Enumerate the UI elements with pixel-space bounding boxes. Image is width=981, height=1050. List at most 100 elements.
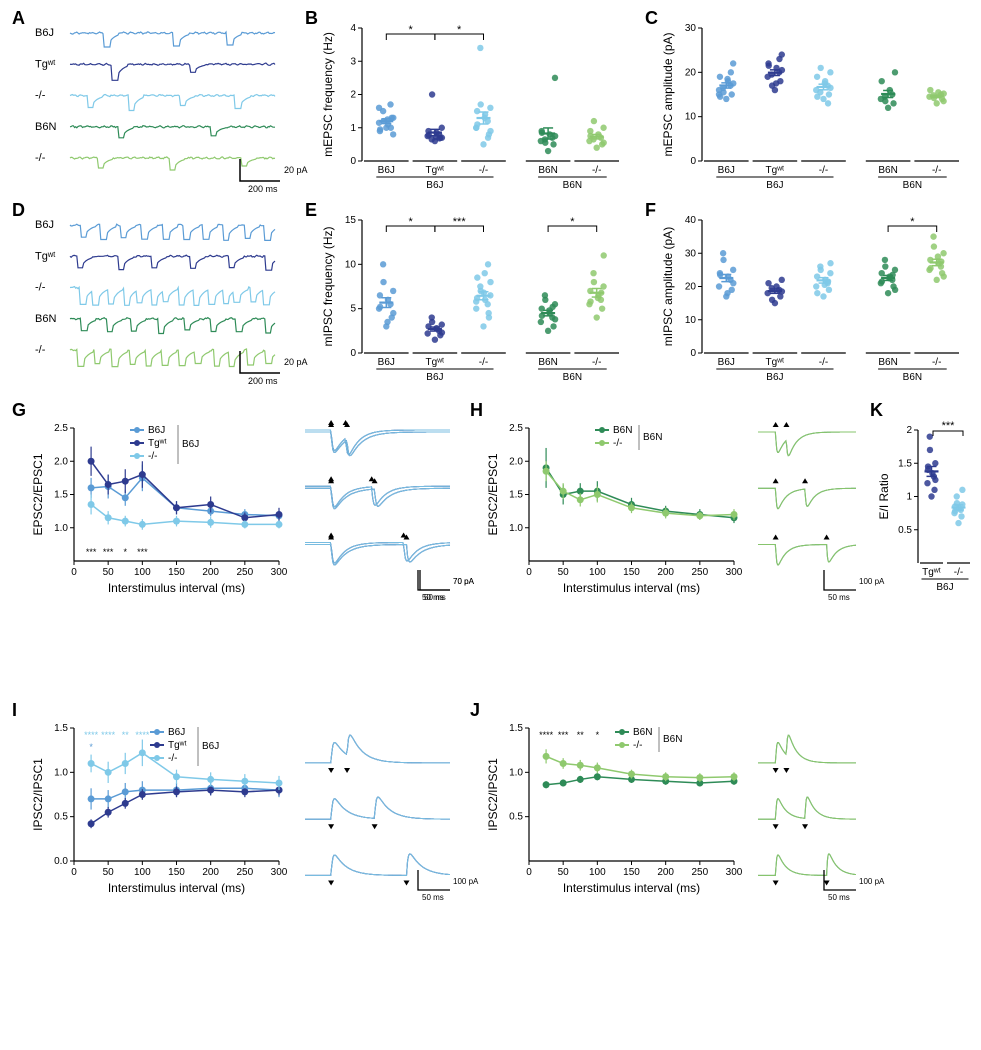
svg-text:150: 150 [168,867,185,878]
svg-text:**: ** [122,730,130,740]
svg-text:IPSC2/IPSC1: IPSC2/IPSC1 [486,758,500,831]
svg-text:2.5: 2.5 [54,423,68,434]
svg-text:0.5: 0.5 [898,525,912,536]
svg-text:***: *** [558,730,569,740]
svg-text:1.5: 1.5 [54,490,68,501]
svg-text:30: 30 [685,23,697,34]
svg-text:-/-: -/- [932,357,941,368]
svg-text:50 ms: 50 ms [422,893,444,902]
svg-text:B6N: B6N [35,313,56,325]
svg-text:EPSC2/EPSC1: EPSC2/EPSC1 [31,453,45,535]
svg-text:0.5: 0.5 [509,812,523,823]
svg-text:B6J: B6J [426,372,443,383]
svg-text:B6J: B6J [35,27,54,39]
svg-text:2.0: 2.0 [509,456,523,467]
svg-text:****: **** [539,730,554,740]
svg-text:50 ms: 50 ms [828,593,850,602]
svg-text:50: 50 [103,567,115,578]
svg-text:1.0: 1.0 [509,767,523,778]
svg-text:0.5: 0.5 [54,812,68,823]
svg-text:100: 100 [589,867,606,878]
svg-text:*: * [910,216,915,228]
svg-text:300: 300 [271,867,288,878]
svg-text:0: 0 [71,567,77,578]
svg-text:20: 20 [685,67,697,78]
svg-text:1.5: 1.5 [509,723,523,734]
svg-text:IPSC2/IPSC1: IPSC2/IPSC1 [31,758,45,831]
svg-text:mIPSC amplitude (pA): mIPSC amplitude (pA) [661,227,675,346]
svg-text:2: 2 [350,90,356,101]
svg-text:10: 10 [345,259,357,270]
svg-text:*: * [570,216,575,228]
svg-text:150: 150 [623,867,640,878]
svg-text:*: * [596,730,600,740]
svg-text:B6N: B6N [643,432,662,443]
svg-text:-/-: -/- [592,165,601,176]
svg-text:1.0: 1.0 [509,523,523,534]
svg-text:20 pA: 20 pA [284,357,308,367]
svg-text:Tgʷᵗ: Tgʷᵗ [148,438,167,449]
svg-text:0: 0 [350,156,356,167]
svg-text:50 ms: 50 ms [422,593,444,602]
svg-text:Tgʷᵗ: Tgʷᵗ [426,357,445,368]
svg-text:-/-: -/- [35,90,46,102]
svg-text:-/-: -/- [613,438,622,449]
svg-text:B6N: B6N [35,121,56,133]
svg-text:200: 200 [657,567,674,578]
svg-text:B6N: B6N [903,180,922,191]
svg-text:200: 200 [657,867,674,878]
svg-text:Tgʷᵗ: Tgʷᵗ [766,357,785,368]
svg-text:250: 250 [236,867,253,878]
svg-text:40: 40 [685,215,697,226]
svg-text:***: *** [137,547,148,557]
svg-text:250: 250 [691,867,708,878]
svg-text:B6J: B6J [182,439,199,450]
svg-text:250: 250 [236,567,253,578]
svg-text:B6J: B6J [426,180,443,191]
svg-text:Interstimulus interval (ms): Interstimulus interval (ms) [108,881,245,895]
svg-text:50: 50 [558,567,570,578]
svg-text:0: 0 [526,567,532,578]
svg-text:1: 1 [350,123,356,134]
svg-text:0: 0 [690,156,696,167]
svg-text:-/-: -/- [35,344,46,356]
svg-text:B6N: B6N [903,372,922,383]
svg-text:B6J: B6J [718,165,735,176]
svg-text:100: 100 [134,867,151,878]
svg-text:-/-: -/- [932,165,941,176]
svg-text:B6N: B6N [538,165,557,176]
svg-text:20: 20 [685,282,697,293]
svg-text:5: 5 [350,304,356,315]
svg-text:Interstimulus interval (ms): Interstimulus interval (ms) [563,881,700,895]
svg-text:B6J: B6J [378,165,395,176]
svg-text:50: 50 [103,867,115,878]
svg-text:B6N: B6N [663,734,682,745]
svg-text:Tgʷᵗ: Tgʷᵗ [766,165,785,176]
svg-text:Tgʷᵗ: Tgʷᵗ [35,250,56,262]
svg-text:mEPSC amplitude (pA): mEPSC amplitude (pA) [661,32,675,156]
svg-text:200: 200 [202,867,219,878]
svg-text:100 pA: 100 pA [859,577,885,586]
svg-text:-/-: -/- [479,165,488,176]
svg-text:Interstimulus interval (ms): Interstimulus interval (ms) [563,581,700,595]
svg-text:1.5: 1.5 [509,490,523,501]
svg-text:200: 200 [202,567,219,578]
svg-text:B6N: B6N [878,357,897,368]
svg-text:B6N: B6N [613,425,632,436]
svg-text:100 pA: 100 pA [859,877,885,886]
svg-text:300: 300 [726,567,743,578]
svg-text:*: * [408,216,413,228]
svg-text:B6N: B6N [538,357,557,368]
svg-text:B6N: B6N [563,372,582,383]
svg-text:**: ** [577,730,585,740]
svg-text:E/I Ratio: E/I Ratio [877,473,891,519]
svg-text:15: 15 [345,215,357,226]
svg-text:EPSC2/EPSC1: EPSC2/EPSC1 [486,453,500,535]
svg-text:-/-: -/- [479,357,488,368]
svg-text:30: 30 [685,248,697,259]
svg-text:100 pA: 100 pA [453,877,479,886]
svg-text:-/-: -/- [168,753,177,764]
svg-text:B6N: B6N [563,180,582,191]
svg-text:-/-: -/- [819,357,828,368]
svg-text:0: 0 [526,867,532,878]
